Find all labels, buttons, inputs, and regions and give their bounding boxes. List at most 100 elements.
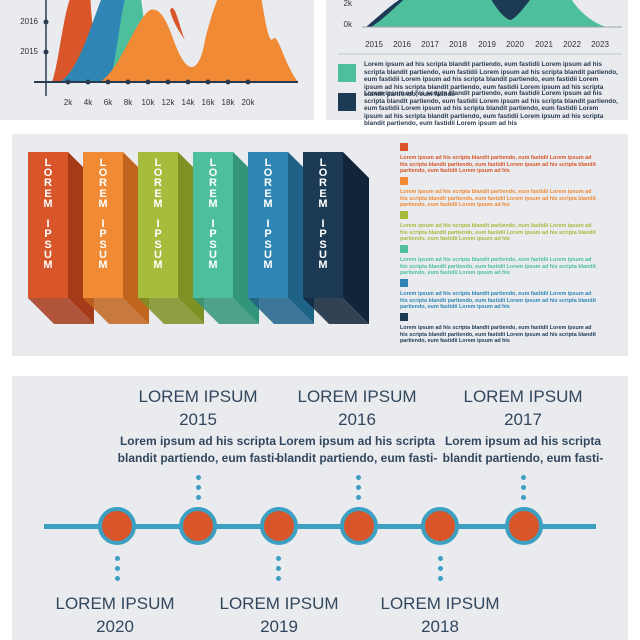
legend-swatch (400, 143, 408, 151)
timeline-year: 2017 (504, 410, 542, 429)
legend-text: Lorem ipsum ad his scripta blandit parti… (400, 223, 596, 243)
block-front (248, 152, 288, 298)
legend-text: Lorem ipsum ad his scripta blandit parti… (400, 155, 596, 175)
x-tick-label: 2015 (365, 40, 383, 49)
legend-swatch (400, 279, 408, 287)
legend-text: Lorem ipsum ad his scripta blandit parti… (400, 325, 596, 345)
connector-dot (115, 576, 120, 581)
timeline-desc: Lorem ipsum ad his scripta blandit parti… (442, 434, 604, 465)
x-tick-label: 20k (241, 98, 255, 107)
timeline-desc: Lorem ipsum ad his scripta blandit parti… (117, 434, 279, 465)
x-tick-label: 12k (161, 98, 175, 107)
timeline-title: LOREM IPSUM (463, 387, 583, 406)
timeline-title: LOREM IPSUM (380, 594, 500, 613)
connector-dot (196, 485, 201, 490)
block-bottom (83, 298, 149, 324)
connector-dot (521, 475, 526, 480)
block-bottom (138, 298, 204, 324)
legend-text: Lorem ipsum ad his scripta blandit parti… (400, 291, 596, 311)
x-tick-label: 2023 (591, 40, 609, 49)
x-axis-ticks (43, 19, 251, 85)
legend-swatch (400, 245, 408, 253)
timeline-node (505, 507, 543, 545)
x-tick-label: 2018 (449, 40, 467, 49)
legend-swatch (338, 93, 356, 111)
connector-dot (276, 566, 281, 571)
timeline-year: 2020 (96, 617, 134, 636)
timeline-line (44, 524, 596, 529)
connector-dot (356, 485, 361, 490)
block-front (28, 152, 68, 298)
timeline-node (179, 507, 217, 545)
block-front (193, 152, 233, 298)
x-tick-label: 2k (63, 98, 73, 107)
timeline-year: 2016 (338, 410, 376, 429)
timeline-node (340, 507, 378, 545)
x-tick-label: 2019 (478, 40, 496, 49)
x-tick-label: 6k (103, 98, 113, 107)
connector-dot (196, 475, 201, 480)
area-red-peak (170, 7, 185, 40)
legend-text: Lorem ipsum ad his scripta blandit parti… (364, 61, 618, 99)
connector-dot (115, 556, 120, 561)
block-bottom (28, 298, 94, 324)
legend-text: Lorem ipsum ad his scripta blandit parti… (400, 257, 596, 277)
area-chart (34, 0, 298, 96)
timeline-node (421, 507, 459, 545)
timeline-title: LOREM IPSUM (55, 594, 175, 613)
area-chart-panel: 2016 2015 2k 4k 6k 8k 10k 12k 14k 16k 18… (0, 0, 314, 120)
timeline-title: LOREM IPSUM (297, 387, 417, 406)
timeline-desc: Lorem ipsum ad his scripta blandit parti… (276, 434, 438, 465)
x-tick-label: 2017 (421, 40, 439, 49)
x-tick-label: 18k (221, 98, 235, 107)
wave-teal (371, 0, 606, 27)
connector-dot (521, 485, 526, 490)
legend-text: Lorem ipsum ad his scripta blandit parti… (400, 189, 596, 209)
legend-swatch (338, 64, 356, 82)
y-tick-label: 0k (343, 20, 352, 29)
block-bottom (248, 298, 314, 324)
y-tick-label: 2k (343, 0, 352, 8)
connector-dot (276, 556, 281, 561)
timeline-title: LOREM IPSUM (219, 594, 339, 613)
connector-dot (356, 495, 361, 500)
block-front (303, 152, 343, 298)
block-3d (303, 152, 369, 324)
connector-dot (356, 475, 361, 480)
timeline-year: 2018 (421, 617, 459, 636)
x-tick-label: 4k (83, 98, 93, 107)
legend-swatch (400, 177, 408, 185)
connector-dot (438, 576, 443, 581)
wave-chart-panel: 2k 0k 2015 2016 2017 2018 2019 2020 2021… (326, 0, 628, 120)
connector-dot (438, 556, 443, 561)
connector-dot (115, 566, 120, 571)
connector-dot (521, 495, 526, 500)
connector-dot (438, 566, 443, 571)
timeline-node (260, 507, 298, 545)
connector-dot (196, 495, 201, 500)
x-tick-label: 16k (201, 98, 215, 107)
x-tick-label: 2016 (393, 40, 411, 49)
x-tick-label: 2020 (506, 40, 524, 49)
timeline-title: LOREM IPSUM (138, 387, 258, 406)
wave-chart (338, 0, 622, 55)
legend-swatch (400, 211, 408, 219)
block-side (343, 152, 369, 324)
block-bottom (303, 298, 369, 324)
area-orange (100, 0, 298, 82)
y-tick-label: 2015 (20, 47, 38, 56)
y-tick-label: 2016 (20, 17, 38, 26)
block-bottom (193, 298, 259, 324)
timeline-year: 2015 (179, 410, 217, 429)
x-tick-label: 2022 (563, 40, 581, 49)
legend-text: Lorem ipsum ad his scripta blandit parti… (364, 90, 618, 128)
legend-swatch (400, 313, 408, 321)
connector-dot (276, 576, 281, 581)
x-tick-label: 10k (141, 98, 155, 107)
